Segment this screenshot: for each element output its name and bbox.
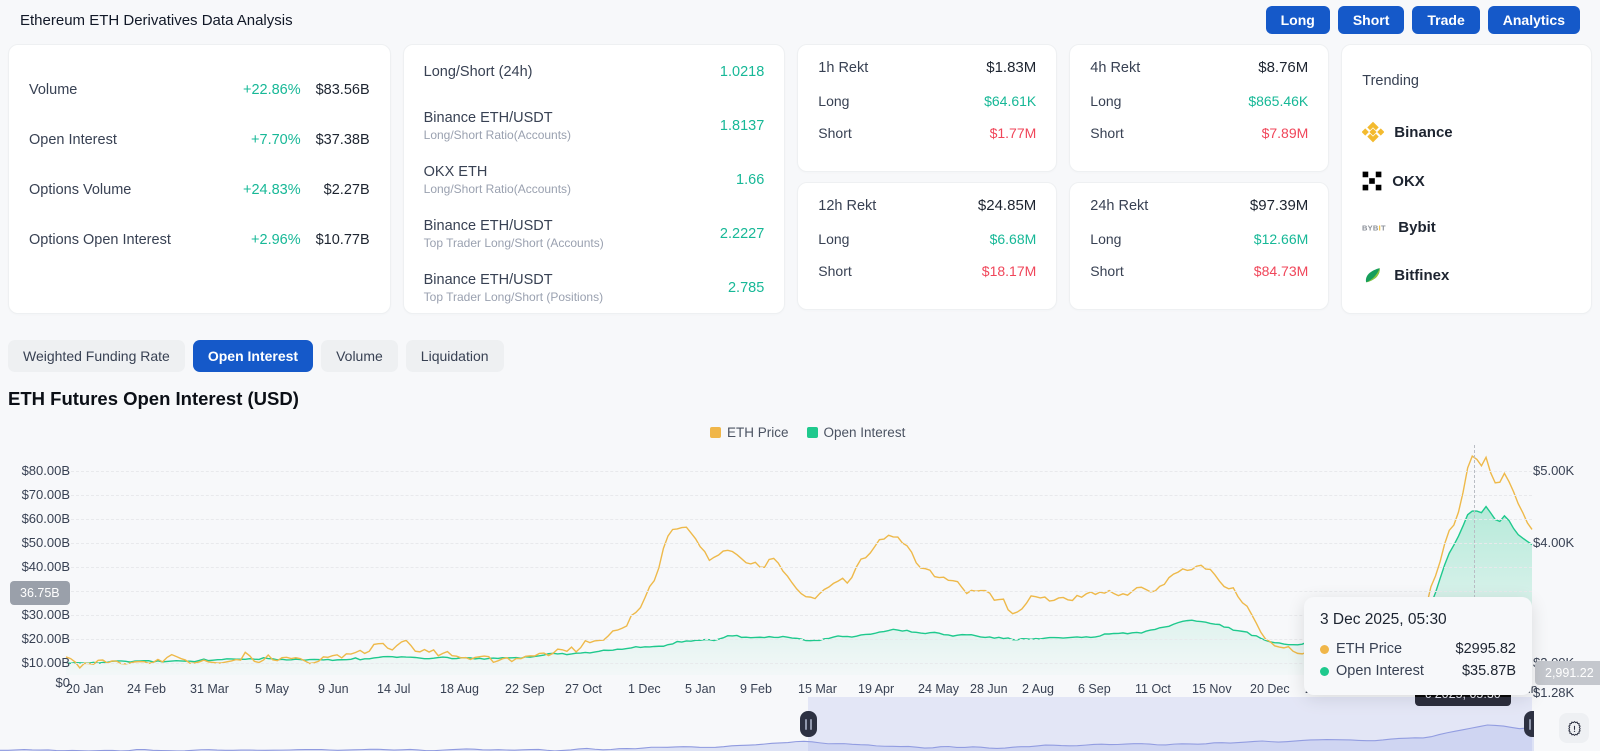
svg-text:BYBIT: BYBIT — [1362, 223, 1386, 232]
